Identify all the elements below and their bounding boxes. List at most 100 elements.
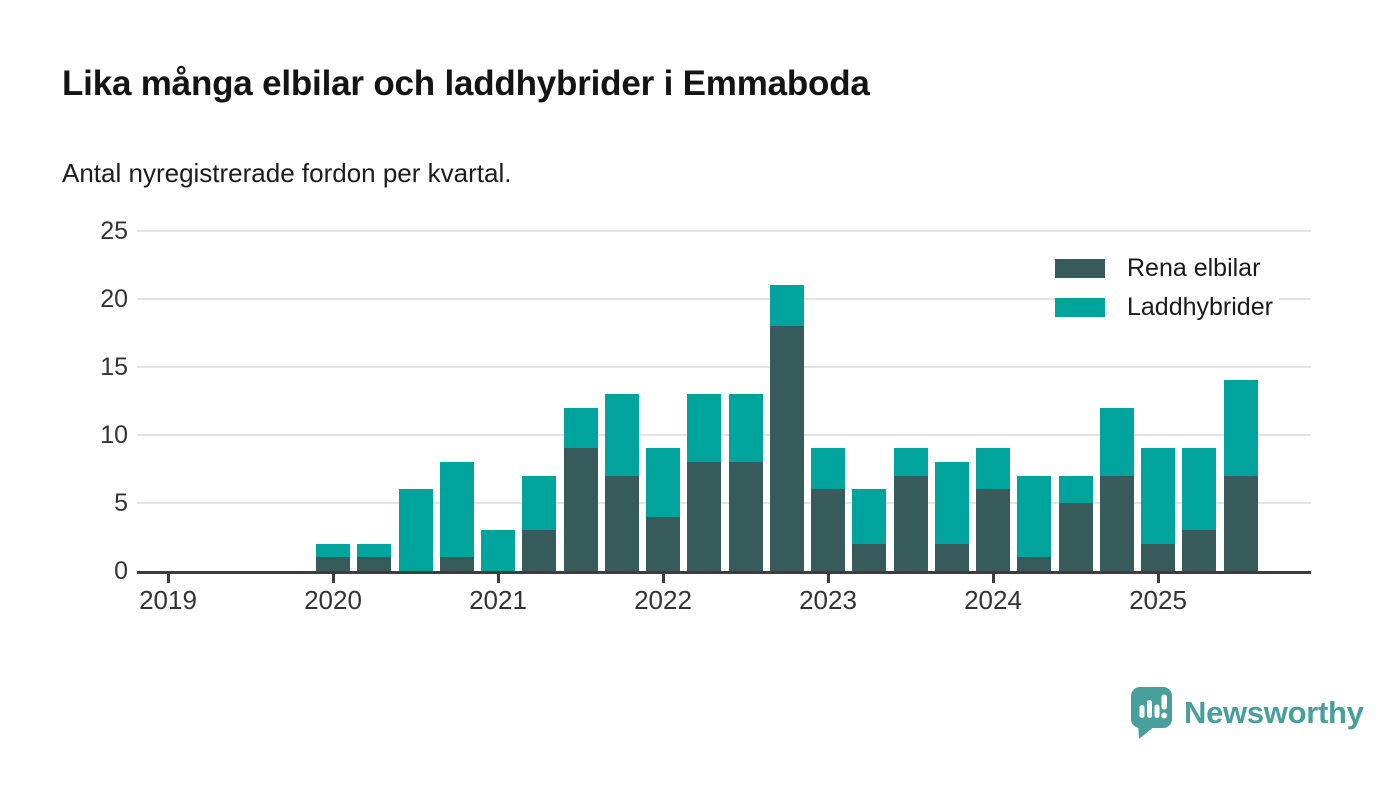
bar-segment-rena-elbilar <box>934 543 969 571</box>
legend-label-laddhybrider: Laddhybrider <box>1127 293 1273 321</box>
bar-2022-q3 <box>728 393 763 571</box>
bar-segment-laddhybrider <box>852 489 887 544</box>
x-tick-2024 <box>991 574 995 583</box>
bar-segment-rena-elbilar <box>1141 543 1175 571</box>
x-axis: 2019 2020 2021 2022 2023 2024 2025 <box>137 571 1311 631</box>
bar-segment-rena-elbilar <box>563 448 598 571</box>
gridline-5 <box>137 501 1311 504</box>
bar-2025-q3 <box>1223 380 1258 571</box>
gridline-15 <box>137 365 1311 368</box>
bar-segment-laddhybrider <box>481 530 515 571</box>
bar-2022-q2 <box>687 393 722 571</box>
bar-segment-laddhybrider <box>1099 407 1134 476</box>
brand-name: Newsworthy <box>1184 694 1364 730</box>
bar-segment-laddhybrider <box>976 448 1010 490</box>
bar-segment-rena-elbilar <box>1099 475 1134 571</box>
y-axis-label-20: 20 <box>100 284 128 313</box>
x-tick-2021 <box>496 574 500 583</box>
bar-segment-laddhybrider <box>934 462 969 544</box>
bar-segment-rena-elbilar <box>1058 502 1093 571</box>
x-tick-2019 <box>166 574 170 583</box>
bar-2024-q3 <box>1058 475 1093 571</box>
bar-segment-laddhybrider <box>687 393 722 463</box>
bar-segment-laddhybrider <box>439 462 474 558</box>
bar-segment-laddhybrider <box>769 284 804 326</box>
bar-2020-q4 <box>439 462 474 571</box>
x-tick-2025 <box>1156 574 1160 583</box>
bar-segment-rena-elbilar <box>1182 530 1217 571</box>
bar-segment-rena-elbilar <box>769 325 804 571</box>
bar-segment-laddhybrider <box>811 448 845 490</box>
bar-2023-q2 <box>852 489 887 571</box>
bar-2021-q1 <box>481 530 515 571</box>
bar-2022-q1 <box>646 448 680 571</box>
bar-segment-rena-elbilar <box>1223 475 1258 571</box>
gridline-10 <box>137 433 1311 436</box>
bar-segment-rena-elbilar <box>357 557 392 571</box>
x-axis-label-2021: 2021 <box>469 585 527 615</box>
bar-2020-q3 <box>398 489 433 571</box>
bar-segment-laddhybrider <box>1017 475 1052 558</box>
x-axis-label-2020: 2020 <box>304 585 362 615</box>
bar-2025-q2 <box>1182 448 1217 571</box>
y-axis-label-25: 25 <box>100 216 128 245</box>
bar-segment-rena-elbilar <box>522 530 557 571</box>
legend-swatch-laddhybrider <box>1055 298 1105 317</box>
bar-segment-rena-elbilar <box>728 462 763 571</box>
x-tick-2020 <box>331 574 335 583</box>
bar-segment-laddhybrider <box>357 543 392 558</box>
bar-2021-q3 <box>563 407 598 571</box>
newsworthy-logo: Newsworthy <box>1130 686 1364 739</box>
legend-item-rena-elbilar: Rena elbilar <box>1055 254 1279 282</box>
y-axis-label-0: 0 <box>114 557 128 585</box>
bar-segment-laddhybrider <box>1058 475 1093 503</box>
gridline-25 <box>137 230 1311 232</box>
legend-swatch-rena-elbilar <box>1055 259 1105 278</box>
bar-2021-q2 <box>522 475 557 571</box>
bar-2020-q1 <box>316 543 350 571</box>
bar-2023-q1 <box>811 448 845 571</box>
bar-segment-laddhybrider <box>316 543 350 558</box>
bar-2022-q4 <box>769 284 804 571</box>
bar-2024-q2 <box>1017 475 1052 571</box>
chart-subtitle: Antal nyregistrerade fordon per kvartal. <box>62 158 512 188</box>
y-axis-label-10: 10 <box>100 420 128 449</box>
speech-bubble-chart-icon <box>1130 686 1174 739</box>
bar-segment-laddhybrider <box>728 393 763 463</box>
bar-segment-rena-elbilar <box>893 475 928 571</box>
bar-segment-rena-elbilar <box>316 557 350 571</box>
bar-2023-q3 <box>893 448 928 571</box>
bar-segment-rena-elbilar <box>1017 557 1052 571</box>
x-tick-2022 <box>661 574 665 583</box>
chart-title: Lika många elbilar och laddhybrider i Em… <box>62 64 870 103</box>
bar-segment-laddhybrider <box>646 448 680 517</box>
bar-segment-laddhybrider <box>398 489 433 571</box>
logo-bubble <box>1131 687 1172 739</box>
bar-2025-q1 <box>1141 448 1175 571</box>
legend-label-rena-elbilar: Rena elbilar <box>1127 254 1261 282</box>
bar-segment-laddhybrider <box>522 475 557 531</box>
x-axis-label-2023: 2023 <box>799 585 857 615</box>
bar-2021-q4 <box>604 393 639 571</box>
bar-segment-laddhybrider <box>893 448 928 476</box>
bar-2020-q2 <box>357 543 392 571</box>
x-axis-label-2022: 2022 <box>634 585 692 615</box>
x-axis-label-2019: 2019 <box>139 585 197 615</box>
bar-segment-rena-elbilar <box>604 475 639 571</box>
bar-2023-q4 <box>934 462 969 571</box>
bar-segment-rena-elbilar <box>646 516 680 571</box>
bar-segment-rena-elbilar <box>811 489 845 571</box>
bar-segment-laddhybrider <box>1182 448 1217 531</box>
y-axis-labels: 0 5 10 15 20 25 <box>0 217 128 586</box>
bar-segment-rena-elbilar <box>852 543 887 571</box>
y-axis-label-5: 5 <box>114 488 128 517</box>
bar-segment-rena-elbilar <box>439 557 474 571</box>
plot-area <box>137 230 1311 574</box>
y-axis-label-15: 15 <box>100 352 128 381</box>
x-axis-label-2025: 2025 <box>1129 585 1187 615</box>
legend: Rena elbilar Laddhybrider <box>1055 254 1279 333</box>
bar-segment-laddhybrider <box>1141 448 1175 544</box>
x-tick-2023 <box>826 574 830 583</box>
x-axis-label-2024: 2024 <box>964 585 1022 615</box>
